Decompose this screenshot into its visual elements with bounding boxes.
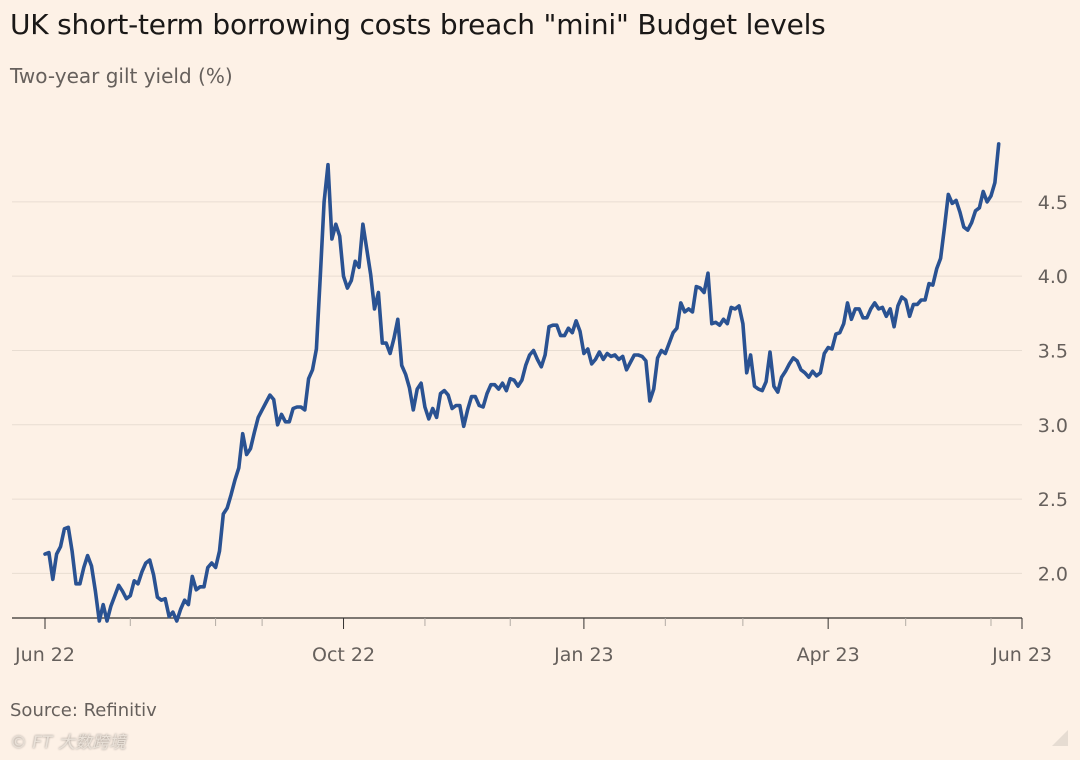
- gridlines: [12, 201, 1022, 574]
- series-line-0: [43, 142, 1001, 623]
- x-tick-label: Jan 23: [553, 644, 614, 666]
- y-tick-label: 4.5: [1038, 192, 1068, 214]
- corner-fold-icon: [1052, 730, 1068, 746]
- watermark-credit: © FT 大数跨境: [10, 733, 126, 753]
- chart-title: UK short-term borrowing costs breach "mi…: [10, 8, 826, 41]
- source-note: Source: Refinitiv: [10, 700, 157, 721]
- x-axis: Jun 22 Oct 22 Jan 23 Apr 23 Jun 23: [12, 617, 1052, 666]
- y-tick-label: 4.0: [1038, 266, 1068, 288]
- x-tick-label: Oct 22: [312, 644, 375, 666]
- line-chart: Jun 22 Oct 22 Jan 23 Apr 23 Jun 23 2.0 2.5 3.0…: [12, 142, 1068, 666]
- series-layer: [43, 142, 1001, 623]
- y-tick-label: 3.5: [1038, 340, 1068, 362]
- y-tick-label: 3.0: [1038, 415, 1068, 437]
- x-tick-label: Apr 23: [797, 644, 860, 666]
- y-axis: 2.0 2.5 3.0 3.5 4.0 4.5: [1038, 192, 1068, 586]
- chart-subtitle: Two-year gilt yield (%): [10, 64, 233, 88]
- y-tick-label: 2.5: [1038, 489, 1068, 511]
- x-tick-label: Jun 22: [14, 644, 75, 666]
- x-tick-label: Jun 23: [991, 644, 1052, 666]
- y-tick-label: 2.0: [1038, 563, 1068, 585]
